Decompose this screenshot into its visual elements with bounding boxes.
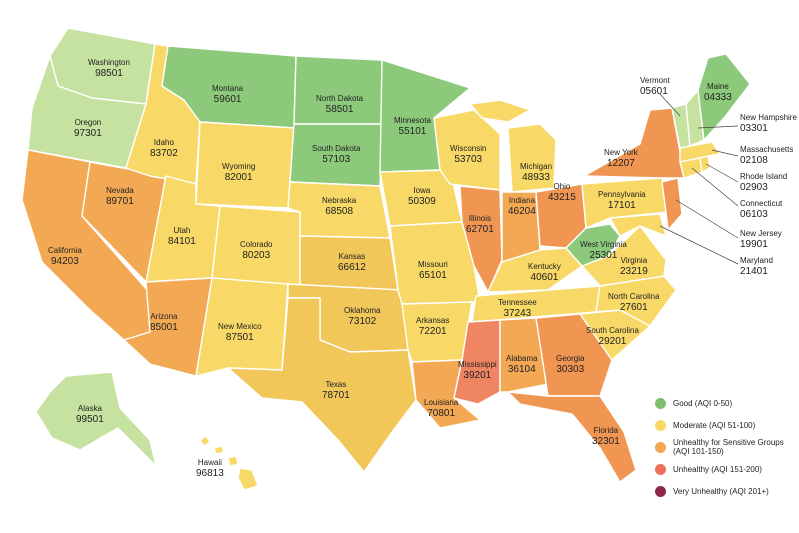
legend-swatch-unhealthy (655, 463, 666, 475)
state-georgia[interactable] (535, 313, 613, 397)
state-nebraska[interactable] (287, 181, 391, 239)
legend-item-good: Good (AQI 0-50) (655, 392, 799, 414)
state-north-dakota[interactable] (293, 55, 383, 125)
label-rhode-island: Rhode Island 02903 (740, 172, 788, 193)
label-massachusetts: Massachusetts 02108 (740, 145, 794, 166)
state-new-mexico[interactable] (195, 277, 289, 377)
legend-swatch-usg (655, 441, 666, 453)
state-michigan-up[interactable] (469, 99, 531, 123)
legend-label-unhealthy: Unhealthy (AQI 151-200) (673, 464, 762, 474)
legend-swatch-moderate (655, 419, 666, 431)
label-connecticut: Connecticut 06103 (740, 199, 783, 220)
state-michigan[interactable] (507, 123, 557, 193)
state-hawaii-island-2[interactable] (213, 445, 225, 455)
state-hawaii-island-4[interactable] (237, 467, 259, 491)
label-vermont: Vermont 05601 (640, 76, 670, 97)
state-maryland[interactable] (609, 213, 667, 237)
leader-lines (659, 93, 739, 265)
state-alaska[interactable] (35, 371, 157, 467)
leader-line-vermont (659, 93, 681, 117)
label-new-hampshire: New Hampshire 03301 (740, 113, 797, 134)
state-wyoming[interactable] (195, 121, 295, 209)
legend-swatch-very-unhealthy (655, 485, 666, 497)
legend-label-usg: Unhealthy for Sensitive Groups (AQI 101-… (673, 438, 784, 456)
leader-line-rhode-island (705, 163, 739, 183)
legend-swatch-good (655, 397, 666, 409)
leader-line-connecticut (691, 167, 739, 207)
legend-label-moderate: Moderate (AQI 51-100) (673, 420, 756, 430)
state-south-dakota[interactable] (289, 123, 383, 187)
state-pennsylvania[interactable] (581, 177, 669, 229)
legend: Good (AQI 0-50) Moderate (AQI 51-100) Un… (655, 392, 799, 502)
state-rhode-island[interactable] (699, 155, 711, 173)
legend-item-moderate: Moderate (AQI 51-100) (655, 414, 799, 436)
state-alabama[interactable] (499, 317, 549, 393)
leader-line-new-hampshire (697, 125, 739, 129)
label-new-jersey: New Jersey 19901 (740, 229, 782, 250)
state-new-york[interactable] (583, 107, 685, 179)
state-maine[interactable] (697, 53, 751, 141)
state-hawaii-island-1[interactable] (199, 435, 211, 447)
state-kansas[interactable] (299, 235, 399, 291)
legend-item-very-unhealthy: Very Unhealthy (AQI 201+) (655, 480, 799, 502)
state-arkansas[interactable] (401, 301, 473, 363)
label-maryland: Maryland 21401 (740, 256, 773, 277)
state-hawaii-island-3[interactable] (227, 455, 239, 467)
legend-item-usg: Unhealthy for Sensitive Groups (AQI 101-… (655, 436, 799, 458)
state-florida[interactable] (507, 391, 637, 483)
state-massachusetts[interactable] (679, 141, 721, 163)
legend-item-unhealthy: Unhealthy (AQI 151-200) (655, 458, 799, 480)
leader-line-massachusetts (711, 149, 739, 157)
legend-label-good: Good (AQI 0-50) (673, 398, 733, 408)
legend-label-very-unhealthy: Very Unhealthy (AQI 201+) (673, 486, 769, 496)
state-texas[interactable] (227, 297, 417, 473)
leader-line-maryland (659, 225, 739, 265)
leader-line-new-jersey (675, 199, 739, 239)
state-colorado[interactable] (211, 205, 301, 287)
state-new-jersey[interactable] (661, 177, 683, 231)
